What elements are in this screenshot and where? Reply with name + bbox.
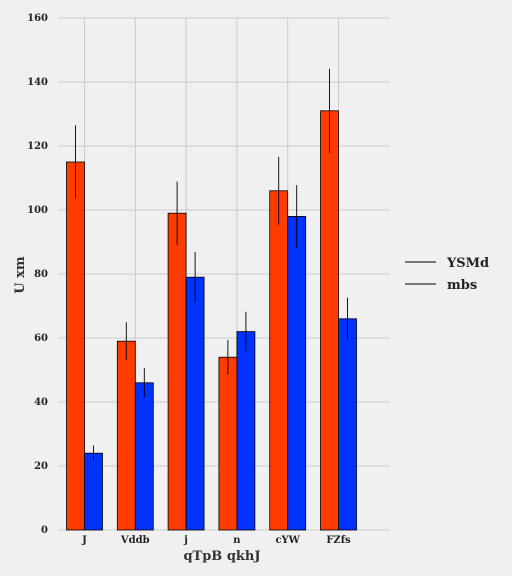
x-tick-label: j	[183, 535, 188, 546]
bar-series-1	[269, 190, 289, 531]
y-tick-label: 20	[34, 461, 48, 472]
x-axis-label: qTpB qkhJ	[183, 549, 260, 564]
y-tick-label: 160	[27, 13, 48, 24]
x-tick-label: Vddb	[120, 535, 150, 546]
x-tick-label: FZfs	[326, 535, 351, 546]
bar-series-1	[167, 212, 187, 531]
y-tick-label: 80	[34, 269, 48, 280]
bar-series-2	[84, 452, 103, 531]
bar-series-2	[134, 382, 154, 531]
legend-label-series-1: YSMd	[446, 256, 489, 271]
x-tick-label: cYW	[275, 535, 300, 546]
bar-series-2	[236, 331, 256, 531]
y-tick-label: 60	[34, 333, 48, 344]
x-ticks: J Vddb j n cYW FZfs	[81, 535, 351, 546]
legend: YSMd mbs	[405, 256, 489, 293]
y-tick-label: 40	[34, 397, 48, 408]
x-tick-label: J	[81, 535, 87, 546]
bar-series-2	[185, 276, 205, 531]
bar-series-2	[287, 215, 307, 531]
bars	[66, 110, 357, 531]
bar-series-1	[66, 161, 85, 531]
y-axis-label: U xm	[13, 256, 28, 294]
x-tick-label: n	[233, 535, 241, 546]
bar-series-2	[338, 318, 357, 531]
bar-series-1	[320, 110, 339, 531]
y-tick-label: 0	[41, 525, 48, 536]
y-ticks: 0 20 40 60 80 100 120 140 160	[27, 13, 48, 536]
error-bars	[75, 68, 348, 461]
y-tick-label: 100	[27, 205, 48, 216]
y-tick-label: 140	[27, 77, 48, 88]
bar-series-1	[116, 340, 136, 531]
bar-series-1	[218, 356, 238, 531]
legend-label-series-2: mbs	[447, 278, 477, 293]
y-tick-label: 120	[27, 141, 48, 152]
